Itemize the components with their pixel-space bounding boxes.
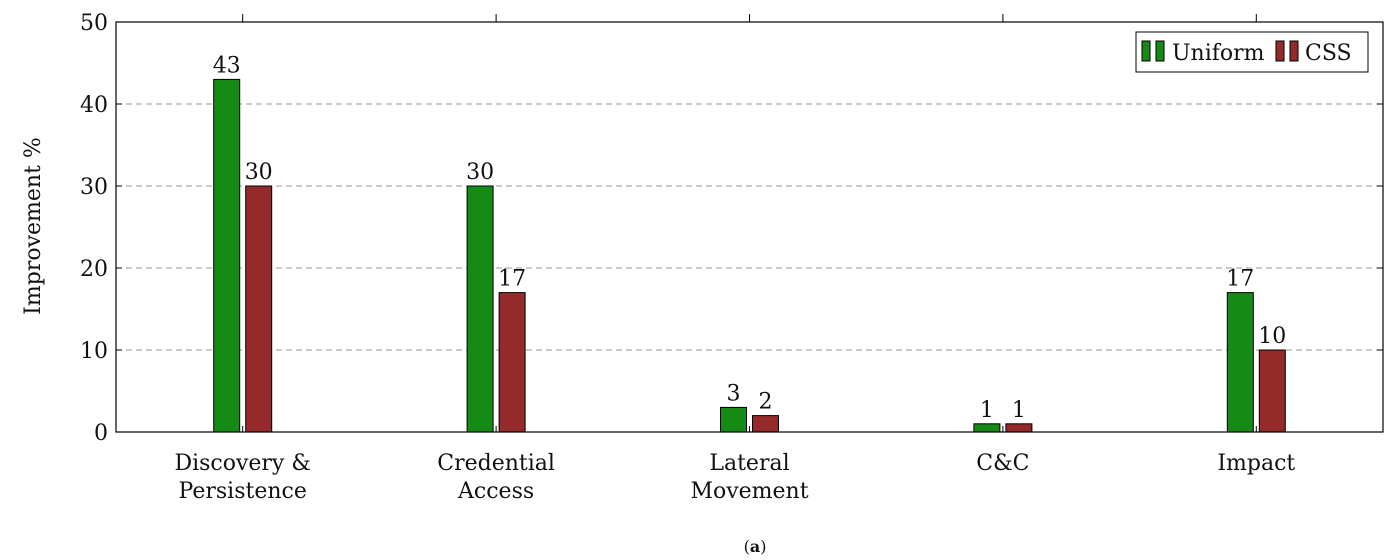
y-axis-label: Improvement % (21, 137, 46, 315)
x-tick-label: C&C (976, 451, 1029, 476)
y-tick-label: 0 (94, 421, 108, 446)
legend-label-uniform: Uniform (1172, 41, 1265, 66)
plot-frame (116, 22, 1383, 432)
x-tick-label: Impact (1217, 451, 1295, 476)
data-label: 3 (727, 381, 741, 406)
data-label: 10 (1258, 324, 1286, 349)
legend-swatch-bar (1156, 41, 1164, 61)
data-labels: 43 30 3 1 17 30 17 2 1 10 (213, 53, 1287, 422)
y-tick-label: 30 (80, 175, 108, 200)
x-tick-labels: Discovery & Persistence Credential Access La… (174, 451, 1295, 504)
data-label: 2 (759, 390, 773, 415)
data-label: 30 (466, 160, 494, 185)
data-label: 43 (213, 53, 241, 78)
legend-swatch-bar (1290, 41, 1298, 61)
data-label: 1 (980, 398, 994, 423)
y-tick-labels: 0 10 20 30 40 50 (80, 11, 108, 446)
bar-uniform (467, 186, 493, 432)
x-tick-label: Lateral Movement (690, 451, 808, 504)
bar-css (499, 293, 525, 432)
y-tick-label: 20 (80, 257, 108, 282)
x-tick-label: Credential Access (437, 451, 555, 504)
bar-uniform (1227, 293, 1253, 432)
legend-label-css: CSS (1305, 41, 1352, 66)
data-label: 1 (1012, 398, 1026, 423)
bar-css (753, 416, 779, 432)
bars (214, 79, 1286, 432)
bar-css (1006, 424, 1032, 432)
grid-lines (116, 104, 1383, 350)
legend: Uniform CSS (1136, 32, 1368, 72)
y-tick-label: 40 (80, 93, 108, 118)
data-label: 17 (498, 267, 526, 292)
bar-uniform (214, 79, 240, 432)
y-tick-label: 50 (80, 11, 108, 36)
bar-css (246, 186, 272, 432)
x-tick-label: Discovery & Persistence (174, 451, 311, 504)
bar-css (1259, 350, 1285, 432)
figure-caption: (a) (744, 537, 767, 556)
data-label: 17 (1226, 267, 1254, 292)
axis-ticks (116, 14, 1383, 432)
bar-uniform (721, 407, 747, 432)
data-label: 30 (245, 160, 273, 185)
bar-uniform (974, 424, 1000, 432)
y-tick-label: 10 (80, 339, 108, 364)
legend-swatch-bar (1142, 41, 1150, 61)
legend-swatch-bar (1276, 41, 1284, 61)
